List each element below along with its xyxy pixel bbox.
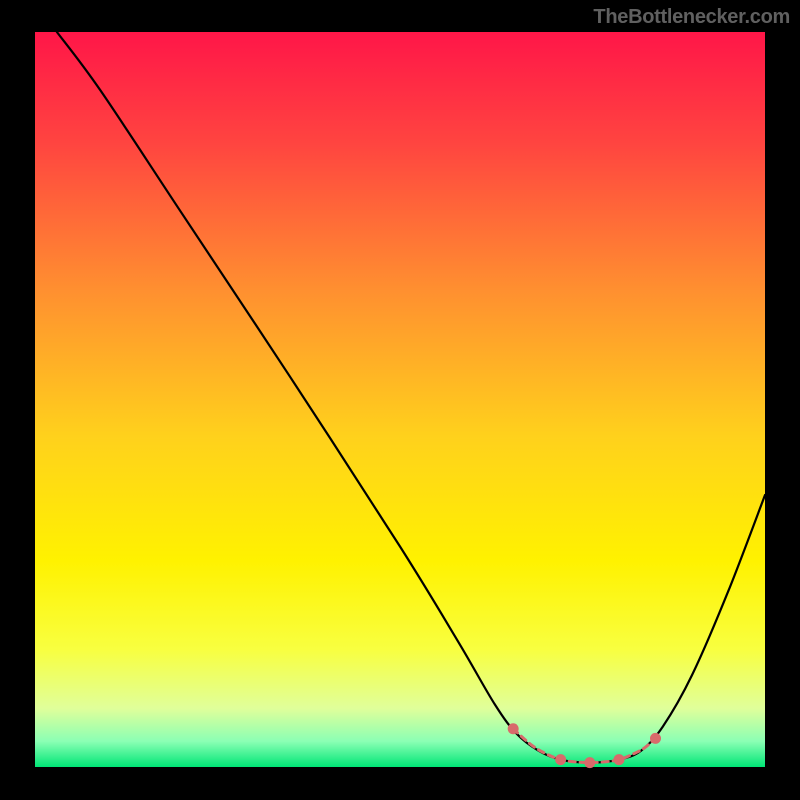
optimal-range-marker xyxy=(614,754,625,765)
optimal-range-marker xyxy=(555,754,566,765)
optimal-range-marker xyxy=(508,723,519,734)
optimal-range-marker xyxy=(584,757,595,768)
bottleneck-curve-chart xyxy=(0,0,800,800)
plot-background xyxy=(35,32,765,767)
chart-container: TheBottlenecker.com xyxy=(0,0,800,800)
optimal-range-marker xyxy=(650,733,661,744)
